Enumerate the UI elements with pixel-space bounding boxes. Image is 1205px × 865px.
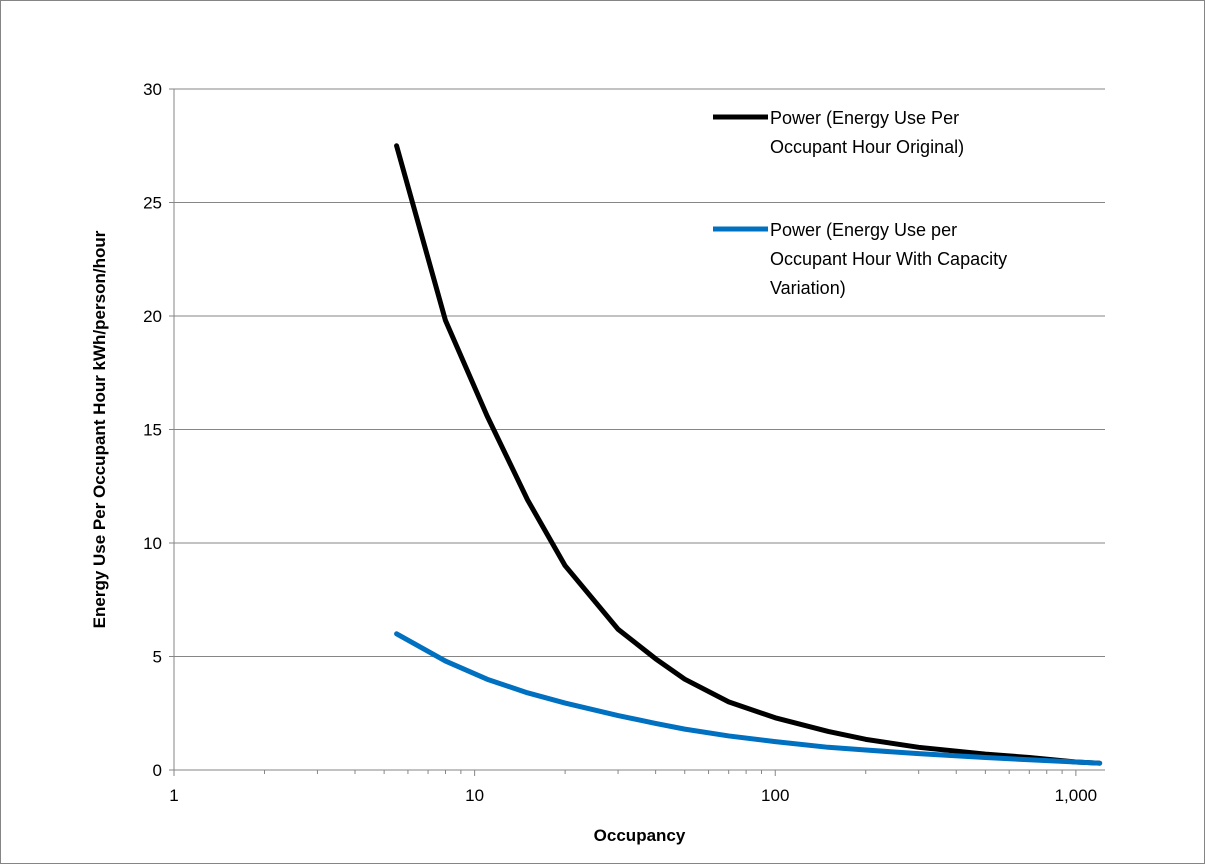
x-tick-label: 10 [465,786,484,805]
axes [169,88,1105,776]
x-tick-label: 1,000 [1055,786,1098,805]
y-tick-label: 25 [143,194,162,213]
x-tick-label: 1 [169,786,178,805]
legend-label-2: Power (Energy Use per [770,220,957,240]
y-tick-label: 30 [143,80,162,99]
legend: Power (Energy Use Per Occupant Hour Origi… [713,108,1007,298]
series-line-1 [394,143,1103,766]
series-line-2 [394,631,1103,766]
gridlines [174,88,1105,657]
y-tick-label: 5 [153,648,162,667]
legend-label-1: Power (Energy Use Per [770,108,959,128]
y-tick-label: 0 [153,761,162,780]
y-tick-label: 20 [143,307,162,326]
y-axis-title: Energy Use Per Occupant Hour kWh/person/… [90,230,109,628]
plot-area-series [394,143,1103,766]
x-axis-title: Occupancy [594,826,686,845]
x-tick-label: 100 [761,786,789,805]
legend-label-2: Occupant Hour With Capacity [770,249,1007,269]
y-tick-label: 10 [143,534,162,553]
y-tick-label: 15 [143,421,162,440]
tick-labels: 0 5 10 15 20 25 30 1 10 100 1,000 [143,80,1097,805]
legend-label-1: Occupant Hour Original) [770,137,964,157]
legend-label-2: Variation) [770,278,846,298]
